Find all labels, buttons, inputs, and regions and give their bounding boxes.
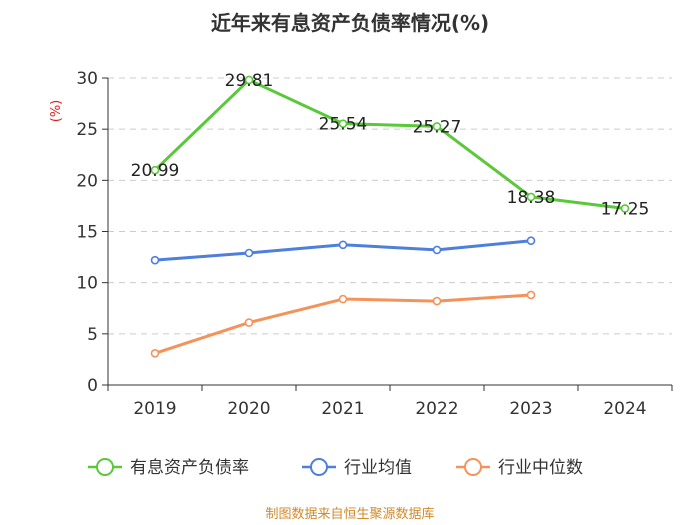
legend-marker: [310, 458, 328, 476]
x-tick-label: 2022: [415, 399, 458, 419]
chart-title: 近年来有息资产负债率情况(%): [211, 11, 489, 35]
data-point: [526, 192, 536, 202]
axes: 0 5 10 15 20 25 30 2019 2020 2021 2022 2023 2024: [76, 69, 673, 419]
data-point: [338, 240, 348, 250]
y-axis-unit: (%): [49, 100, 64, 123]
data-label: 25.54: [319, 115, 368, 135]
legend-item[interactable]: 行业均值: [302, 458, 412, 478]
y-tick-label: 5: [87, 325, 98, 345]
data-point: [620, 204, 630, 213]
x-tick-label: 2020: [227, 399, 270, 419]
series-line: [154, 293, 532, 355]
y-tick-label: 25: [76, 120, 98, 140]
x-tick-label: 2021: [321, 399, 364, 419]
grid: [108, 77, 672, 335]
data-point: [432, 245, 442, 255]
legend-item[interactable]: 行业中位数: [456, 458, 583, 478]
legend-item[interactable]: 有息资产负债率: [88, 458, 249, 478]
data-point: [150, 165, 160, 175]
x-tick-label: 2019: [133, 399, 176, 419]
x-tick-label: 2023: [509, 399, 552, 419]
data-point: [526, 236, 536, 246]
legend-label: 行业均值: [344, 458, 412, 478]
data-point: [244, 248, 254, 258]
data-label: 20.99: [131, 161, 180, 181]
data-label: 18.38: [507, 188, 556, 208]
data-label: 17.25: [601, 199, 650, 219]
y-tick-label: 0: [87, 376, 98, 396]
data-point: [338, 119, 348, 128]
x-tick-label: 2024: [603, 399, 646, 419]
source-note: 制图数据来自恒生聚源数据库: [265, 506, 434, 522]
data-point: [244, 318, 254, 327]
legend[interactable]: 有息资产负债率 行业均值 行业中位数: [88, 458, 583, 478]
data-point: [338, 294, 348, 304]
legend-marker: [96, 458, 114, 476]
series-0: 20.99 29.81 25.54 25.27 18.38 17.25: [131, 71, 650, 220]
series-line: [153, 78, 626, 210]
data-label: 25.27: [413, 117, 462, 137]
data-point: [150, 348, 160, 358]
data-point: [432, 296, 442, 306]
legend-marker: [464, 458, 482, 476]
data-point: [432, 122, 442, 131]
data-point: [150, 255, 160, 265]
y-tick-label: 10: [76, 274, 98, 294]
series-2: [150, 290, 536, 358]
y-tick-label: 20: [76, 171, 98, 191]
legend-label: 有息资产负债率: [130, 458, 249, 478]
series-group: 20.99 29.81 25.54 25.27 18.38 17.25: [131, 71, 650, 358]
y-tick-label: 30: [76, 69, 98, 89]
data-label: 29.81: [225, 71, 274, 91]
legend-label: 行业中位数: [498, 458, 583, 478]
data-point: [244, 75, 254, 85]
data-point: [526, 290, 536, 300]
series-1: [150, 236, 536, 265]
y-tick-label: 15: [76, 223, 98, 243]
